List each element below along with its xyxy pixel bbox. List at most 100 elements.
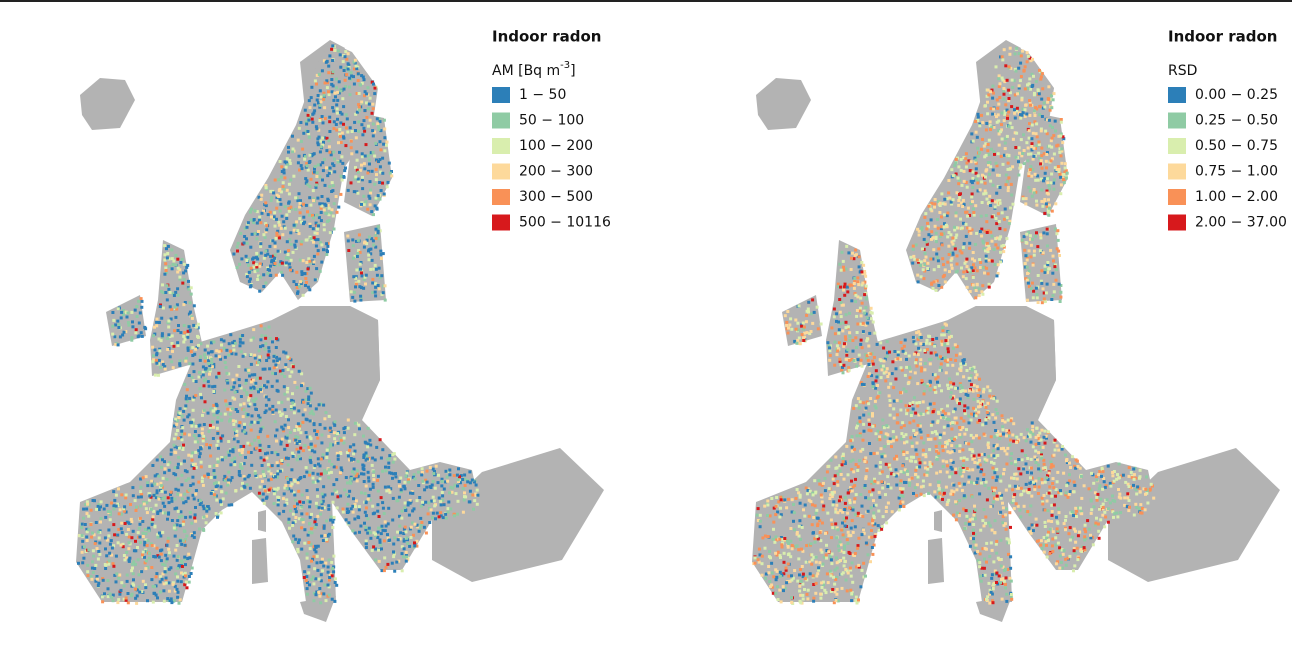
map-cell — [260, 324, 263, 327]
map-cell — [1044, 481, 1047, 484]
map-cell — [331, 90, 334, 93]
map-cell — [305, 123, 308, 126]
map-cell — [371, 129, 374, 132]
map-cell — [321, 569, 324, 572]
map-cell — [863, 272, 866, 275]
map-cell — [895, 484, 898, 487]
map-cell — [178, 447, 181, 450]
map-cell — [972, 284, 975, 287]
map-cell — [191, 567, 194, 570]
map-cell — [328, 559, 331, 562]
map-cell — [258, 290, 261, 293]
map-cell — [174, 263, 177, 266]
map-cell — [377, 194, 380, 197]
map-cell — [935, 289, 938, 292]
map-cell — [988, 173, 991, 176]
map-cell — [330, 471, 333, 474]
map-cell — [1035, 200, 1038, 203]
map-cell — [280, 176, 283, 179]
map-cell — [978, 561, 981, 564]
map-cell — [300, 240, 303, 243]
map-cell — [142, 476, 145, 479]
map-cell — [848, 331, 851, 334]
map-cell — [166, 298, 169, 301]
map-cell — [302, 294, 305, 297]
map-cell — [217, 460, 220, 463]
map-cell — [264, 236, 267, 239]
map-cell — [330, 190, 333, 193]
map-cell — [251, 233, 254, 236]
map-cell — [1040, 188, 1043, 191]
map-cell — [338, 80, 341, 83]
map-cell — [1063, 181, 1066, 184]
map-cell — [192, 324, 195, 327]
map-cell — [283, 408, 286, 411]
map-cell — [322, 98, 325, 101]
map-cell — [259, 475, 262, 478]
map-cell — [411, 509, 414, 512]
map-cell — [80, 526, 83, 529]
map-cell — [1015, 441, 1018, 444]
map-cell — [127, 592, 130, 595]
map-cell — [972, 211, 975, 214]
map-cell — [296, 458, 299, 461]
legend-label: 100 − 200 — [519, 138, 593, 154]
map-cell — [398, 525, 401, 528]
map-cell — [199, 359, 202, 362]
map-cell — [82, 517, 85, 520]
map-cell — [1032, 290, 1035, 293]
map-cell — [258, 440, 261, 443]
map-cell — [845, 245, 848, 248]
map-cell — [1118, 476, 1121, 479]
map-cell — [424, 501, 427, 504]
map-cell — [190, 286, 193, 289]
map-cell — [291, 452, 294, 455]
map-cell — [280, 401, 283, 404]
map-cell — [331, 106, 334, 109]
map-cell — [1040, 75, 1043, 78]
map-cell — [265, 404, 268, 407]
map-cell — [366, 517, 369, 520]
map-cell — [303, 528, 306, 531]
map-cell — [161, 334, 164, 337]
map-cell — [77, 562, 80, 565]
land — [756, 78, 811, 130]
map-cell — [996, 475, 999, 478]
map-cell — [128, 558, 131, 561]
map-cell — [234, 490, 237, 493]
map-cell — [305, 261, 308, 264]
map-cell — [991, 413, 994, 416]
map-cell — [1038, 486, 1041, 489]
map-cell — [896, 421, 899, 424]
map-cell — [365, 514, 368, 517]
map-cell — [110, 596, 113, 599]
map-cell — [1026, 60, 1029, 63]
map-cell — [367, 471, 370, 474]
map-cell — [255, 263, 258, 266]
map-cell — [957, 199, 960, 202]
map-cell — [170, 308, 173, 311]
map-cell — [902, 388, 905, 391]
map-cell — [173, 437, 176, 440]
map-cell — [958, 433, 961, 436]
map-cell — [1005, 183, 1008, 186]
map-cell — [339, 135, 342, 138]
map-cell — [963, 170, 966, 173]
map-cell — [115, 580, 118, 583]
map-cell — [195, 437, 198, 440]
map-cell — [772, 575, 775, 578]
map-cell — [324, 427, 327, 430]
map-cell — [948, 270, 951, 273]
map-cell — [1036, 245, 1039, 248]
map-cell — [976, 147, 979, 150]
map-cell — [296, 199, 299, 202]
map-cell — [943, 432, 946, 435]
map-cell — [1097, 473, 1100, 476]
map-cell — [1132, 468, 1135, 471]
map-cell — [287, 426, 290, 429]
map-cell — [160, 484, 163, 487]
map-cell — [910, 460, 913, 463]
map-cell — [177, 489, 180, 492]
map-cell — [1034, 235, 1037, 238]
